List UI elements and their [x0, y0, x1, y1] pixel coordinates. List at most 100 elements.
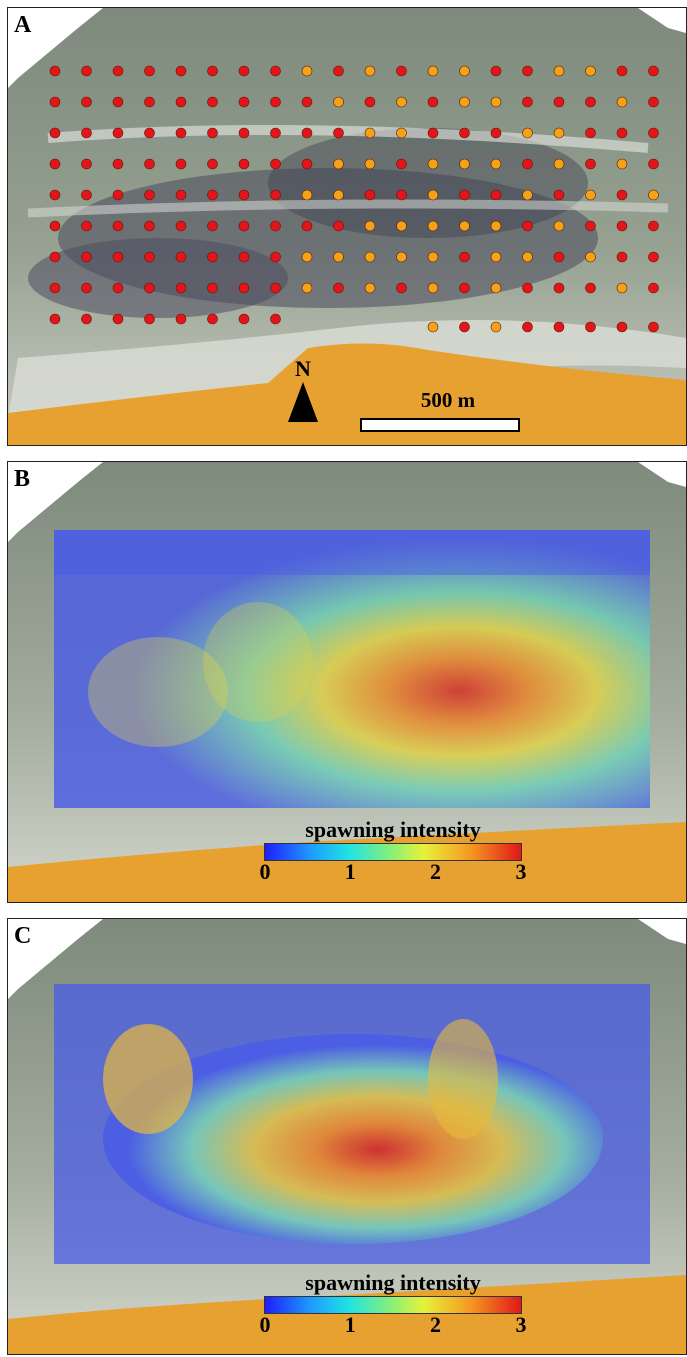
sample-point-orange	[301, 251, 313, 263]
sample-point-orange	[364, 127, 376, 139]
sample-point-red	[175, 158, 187, 170]
sample-point-orange	[553, 65, 565, 77]
sample-point-red	[427, 96, 439, 108]
sample-point-red	[585, 321, 596, 333]
sample-point-orange	[522, 189, 533, 201]
sample-point-red	[112, 282, 124, 294]
sample-point-red	[49, 313, 61, 325]
sample-point-red	[585, 282, 596, 294]
sample-point-red	[49, 189, 61, 201]
sample-point-red	[459, 189, 470, 201]
sample-point-red	[553, 282, 565, 294]
sample-point-red	[522, 96, 533, 108]
sample-point-red	[207, 96, 218, 108]
sample-point-red	[144, 96, 155, 108]
legend-ticks: 0 1 2 3	[260, 859, 527, 884]
legend-tick: 0	[259, 859, 271, 884]
sample-point-orange	[301, 65, 313, 77]
sample-point-red	[459, 251, 470, 263]
sample-point-orange	[490, 96, 502, 108]
sample-point-red	[522, 220, 533, 232]
sample-point-orange	[616, 282, 628, 294]
sample-point-red	[616, 251, 628, 263]
sample-point-red	[112, 127, 124, 139]
sample-point-red	[49, 251, 61, 263]
north-arrow: N	[288, 358, 318, 422]
sample-point-red	[144, 127, 155, 139]
sample-point-orange	[553, 127, 565, 139]
legend-colorbar	[264, 843, 522, 861]
panel-a: A N 500 m	[7, 7, 687, 446]
sample-point-red	[364, 189, 376, 201]
sample-point-red	[585, 220, 596, 232]
sample-point-red	[585, 127, 596, 139]
sample-point-orange	[490, 251, 502, 263]
sampling-points	[49, 65, 659, 333]
sample-point-red	[459, 127, 470, 139]
sample-point-orange	[490, 282, 502, 294]
panel-label: C	[14, 923, 32, 949]
color-legend: spawning intensity 0 1 2 3	[258, 818, 528, 883]
sample-point-red	[553, 321, 565, 333]
sample-point-red	[396, 65, 407, 77]
sample-point-red	[270, 65, 281, 77]
sample-point-orange	[364, 282, 376, 294]
sample-point-red	[553, 189, 565, 201]
sample-point-red	[616, 127, 628, 139]
legend-title: spawning intensity	[305, 1270, 481, 1295]
legend-tick: 1	[344, 1312, 356, 1337]
sample-point-red	[112, 158, 124, 170]
sample-point-orange	[396, 220, 407, 232]
sample-point-red	[270, 189, 281, 201]
sample-point-orange	[427, 321, 439, 333]
sample-point-red	[144, 220, 155, 232]
sample-point-orange	[333, 96, 344, 108]
sample-point-red	[207, 65, 218, 77]
color-legend: spawning intensity 0 1 2 3	[258, 1271, 528, 1336]
sample-point-orange	[459, 96, 470, 108]
sample-point-red	[81, 189, 92, 201]
north-arrow-icon	[288, 382, 318, 422]
sample-point-red	[522, 65, 533, 77]
sample-point-orange	[490, 321, 502, 333]
sample-point-red	[648, 220, 659, 232]
sample-point-red	[144, 313, 155, 325]
sample-point-orange	[522, 127, 533, 139]
sample-point-red	[459, 282, 470, 294]
sample-point-orange	[396, 96, 407, 108]
sample-point-orange	[396, 127, 407, 139]
legend-tick: 3	[515, 1312, 527, 1337]
heatmap-map	[8, 919, 686, 1354]
sample-point-orange	[333, 158, 344, 170]
sample-point-red	[396, 189, 407, 201]
sample-point-orange	[490, 158, 502, 170]
sample-point-red	[648, 158, 659, 170]
sample-point-orange	[585, 189, 596, 201]
sample-point-red	[49, 65, 61, 77]
sample-point-red	[175, 65, 187, 77]
sample-point-red	[490, 65, 502, 77]
sample-point-red	[648, 321, 659, 333]
sample-point-red	[616, 65, 628, 77]
sample-point-orange	[364, 158, 376, 170]
sample-point-red	[207, 313, 218, 325]
sample-point-orange	[616, 158, 628, 170]
scale-bar-label: 500 m	[420, 388, 476, 412]
legend-tick: 1	[344, 859, 356, 884]
sample-point-red	[522, 282, 533, 294]
sample-point-red	[81, 282, 92, 294]
sample-point-orange	[301, 282, 313, 294]
sample-point-red	[144, 282, 155, 294]
sample-point-red	[144, 189, 155, 201]
sample-point-red	[207, 158, 218, 170]
sample-point-red	[238, 282, 250, 294]
sample-point-orange	[553, 158, 565, 170]
sample-point-red	[333, 220, 344, 232]
sample-point-red	[112, 96, 124, 108]
sample-point-red	[175, 313, 187, 325]
sample-point-red	[427, 127, 439, 139]
sample-point-red	[270, 251, 281, 263]
sample-point-red	[238, 251, 250, 263]
sample-point-red	[396, 158, 407, 170]
sample-point-red	[81, 158, 92, 170]
